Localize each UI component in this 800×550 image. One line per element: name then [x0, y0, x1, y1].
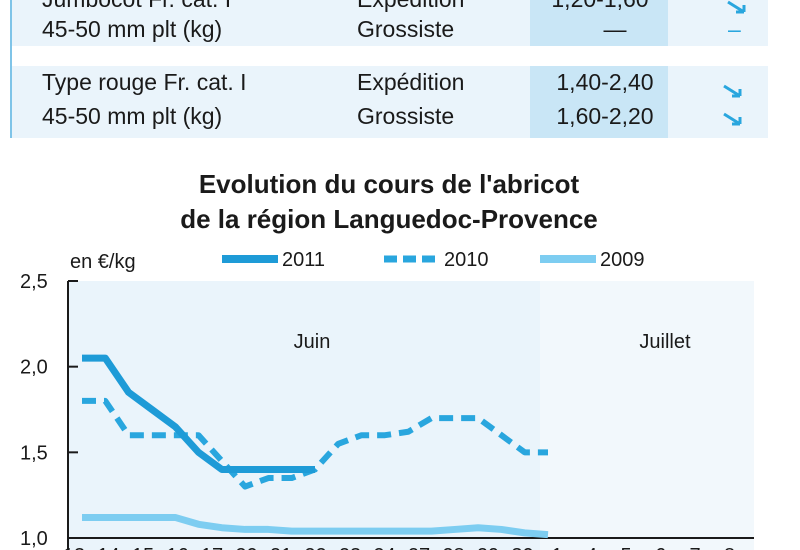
x-tick-label: 4 [586, 545, 597, 550]
y-tick-label: 2,5 [20, 271, 48, 293]
chart-subtitle: de la région Languedoc-Provence [180, 204, 598, 234]
x-tick-label: 27 [408, 545, 430, 550]
trend-down-icon [727, 0, 746, 14]
price-range: — [603, 16, 627, 42]
x-tick-label: 15 [132, 545, 154, 550]
x-tick-label: 28 [442, 545, 464, 550]
trend-down-icon [723, 112, 742, 126]
x-tick-label: 6 [655, 545, 666, 550]
table-left-rule [10, 0, 12, 138]
price-range: 1,60-2,20 [556, 103, 654, 129]
price-column-highlight [530, 0, 668, 138]
chart-title: Evolution du cours de l'abricot [198, 169, 580, 199]
y-tick-label: 2,0 [20, 357, 48, 379]
x-tick-label: 21 [270, 545, 292, 550]
x-tick-label: 7 [689, 545, 700, 550]
stage-label: Expédition [357, 69, 465, 95]
x-tick-label: 16 [166, 545, 188, 550]
x-tick-label: 20 [235, 545, 257, 550]
legend-label: 2010 [444, 249, 489, 271]
series-line-2009 [82, 513, 549, 539]
x-tick-label: 8 [724, 545, 735, 550]
stage-label: Grossiste [357, 103, 455, 129]
x-tick-label: 29 [477, 545, 499, 550]
price-range: 1,20-1,60 [540, 0, 660, 16]
month-label: Juin [294, 331, 331, 353]
month-label: Juillet [639, 331, 691, 353]
x-tick-label: 22 [304, 545, 326, 550]
price-range: 1,40-2,40 [556, 69, 654, 95]
x-tick-label: 23 [339, 545, 361, 550]
x-tick-label: 5 [620, 545, 631, 550]
x-tick-label: 14 [97, 545, 119, 550]
plot-area-july [540, 281, 754, 550]
table-row-separator [12, 46, 768, 66]
trend-stable-icon: – [728, 16, 741, 42]
product-size: 45-50 mm plt (kg) [42, 103, 223, 129]
x-tick-label: 1 [551, 545, 562, 550]
trend-down-icon [723, 84, 742, 98]
stage-label: Expédition [357, 0, 464, 16]
x-tick-label: 30 [511, 545, 533, 550]
product-name: Type rouge Fr. cat. I [42, 69, 247, 95]
stage-label: Grossiste [357, 16, 455, 42]
y-tick-label: 1,0 [20, 528, 48, 550]
legend-label: 2009 [600, 249, 645, 271]
series-line-2011 [82, 354, 315, 473]
y-tick-label: 1,5 [20, 442, 48, 464]
x-tick-label: 13 [63, 545, 85, 550]
legend-label: 2011 [282, 249, 325, 271]
product-size: 45-50 mm plt (kg) [42, 16, 223, 42]
y-axis-unit-label: en €/kg [70, 251, 136, 273]
x-tick-label: 17 [201, 545, 223, 550]
product-name: Jumbocot Fr. cat. I [42, 0, 231, 16]
x-tick-label: 24 [373, 545, 395, 550]
